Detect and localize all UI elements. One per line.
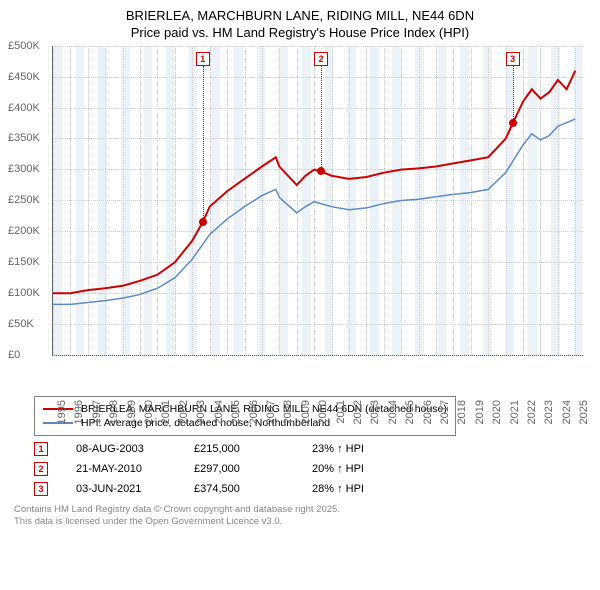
x-axis-tick-label: 2024 [561,400,573,424]
y-axis-tick-label: £400K [8,102,40,114]
x-axis-tick-label: 2001 [160,400,172,424]
marker-badge-3: 3 [34,482,48,496]
x-axis-tick-label: 2013 [369,400,381,424]
y-axis-tick-label: £0 [8,349,20,361]
title-line-2: Price paid vs. HM Land Registry's House … [12,25,588,42]
y-axis-tick-label: £100K [8,287,40,299]
x-axis-tick-label: 2025 [578,400,590,424]
x-axis-tick-label: 2000 [143,400,155,424]
x-axis-tick-label: 2018 [456,400,468,424]
x-axis-tick-label: 1998 [108,400,120,424]
x-axis-tick-label: 2003 [195,400,207,424]
x-axis-tick-label: 2009 [300,400,312,424]
chart-marker-badge-2: 2 [314,52,328,66]
chart-title: BRIERLEA, MARCHBURN LANE, RIDING MILL, N… [12,8,588,42]
txn-price: £297,000 [194,463,284,475]
y-axis-tick-label: £150K [8,256,40,268]
y-axis-tick-label: £500K [8,40,40,52]
txn-price: £374,500 [194,483,284,495]
chart-area: 123 £0£50K£100K£150K£200K£250K£300K£350K… [12,46,588,386]
y-axis-tick-label: £200K [8,225,40,237]
x-axis-tick-label: 2004 [213,400,225,424]
y-axis-tick-label: £450K [8,71,40,83]
x-axis-tick-label: 2005 [230,400,242,424]
x-axis-tick-label: 2011 [335,400,347,424]
chart-marker-badge-1: 1 [196,52,210,66]
x-axis-tick-label: 2012 [352,400,364,424]
chart-marker-point-1 [199,218,207,226]
marker-badge-2: 2 [34,462,48,476]
chart-container: BRIERLEA, MARCHBURN LANE, RIDING MILL, N… [0,0,600,590]
x-axis-tick-label: 2016 [422,400,434,424]
x-axis-tick-label: 2006 [248,400,260,424]
x-axis-tick-label: 2014 [387,400,399,424]
txn-date: 08-AUG-2003 [76,443,166,455]
x-axis-tick-label: 1997 [91,400,103,424]
y-axis-tick-label: £50K [8,318,34,330]
attribution-text: Contains HM Land Registry data © Crown c… [14,504,588,529]
x-axis-tick-label: 1995 [56,400,68,424]
table-row: 1 08-AUG-2003 £215,000 23% ↑ HPI [34,442,588,456]
y-axis-tick-label: £350K [8,132,40,144]
chart-marker-badge-3: 3 [506,52,520,66]
x-axis-tick-label: 2022 [526,400,538,424]
x-axis-tick-label: 2008 [282,400,294,424]
title-line-1: BRIERLEA, MARCHBURN LANE, RIDING MILL, N… [12,8,588,25]
txn-price: £215,000 [194,443,284,455]
chart-marker-point-2 [317,167,325,175]
x-axis-tick-label: 2007 [265,400,277,424]
x-axis-tick-label: 2020 [491,400,503,424]
txn-diff: 20% ↑ HPI [312,463,402,475]
x-axis-tick-label: 2017 [439,400,451,424]
plot-region: 1 2 3 [52,46,584,356]
marker-badge-1: 1 [34,442,48,456]
x-axis-tick-label: 2021 [509,400,521,424]
txn-date: 03-JUN-2021 [76,483,166,495]
x-axis-tick-label: 1999 [126,400,138,424]
txn-diff: 28% ↑ HPI [312,483,402,495]
x-axis-tick-label: 2010 [317,400,329,424]
x-axis-tick-label: 2023 [543,400,555,424]
y-axis-tick-label: £300K [8,163,40,175]
footer-line-1: Contains HM Land Registry data © Crown c… [14,504,588,516]
line-series-svg [53,46,584,355]
x-axis-tick-label: 2002 [178,400,190,424]
y-axis-tick-label: £250K [8,194,40,206]
table-row: 3 03-JUN-2021 £374,500 28% ↑ HPI [34,482,588,496]
txn-diff: 23% ↑ HPI [312,443,402,455]
x-axis-tick-label: 2015 [404,400,416,424]
txn-date: 21-MAY-2010 [76,463,166,475]
chart-marker-point-3 [509,119,517,127]
footer-line-2: This data is licensed under the Open Gov… [14,516,588,528]
table-row: 2 21-MAY-2010 £297,000 20% ↑ HPI [34,462,588,476]
x-axis-tick-label: 2019 [474,400,486,424]
x-axis-tick-label: 1996 [73,400,85,424]
transactions-table: 1 08-AUG-2003 £215,000 23% ↑ HPI 2 21-MA… [34,442,588,496]
